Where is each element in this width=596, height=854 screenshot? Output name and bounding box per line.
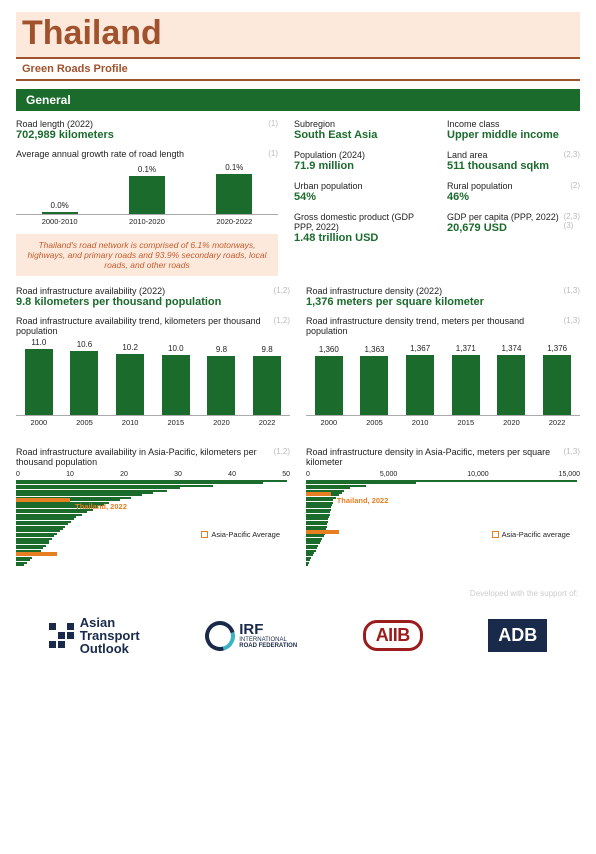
grid-icon: [49, 623, 74, 648]
stat-block: Urban population54%: [294, 181, 427, 203]
irf-logo: IRFINTERNATIONALROAD FEDERATION: [205, 621, 297, 651]
avail-value: 9.8 kilometers per thousand population: [16, 296, 290, 308]
section-general: General: [16, 89, 580, 111]
avail-trend-chart: 11.010.610.210.09.89.8200020052010201520…: [16, 336, 290, 427]
bar: 1,367: [406, 344, 434, 415]
stat-block: SubregionSouth East Asia: [294, 119, 427, 141]
bar: 1,371: [452, 344, 480, 415]
growth-chart: 0.0%0.1%0.1%2000-20102010-20202020-2022: [16, 159, 278, 226]
profile-subtitle: Green Roads Profile: [22, 63, 580, 75]
cite: (1,3): [564, 286, 580, 295]
cite: (1,3): [564, 316, 580, 325]
cite: (1,2): [274, 286, 290, 295]
bar: 10.6: [70, 340, 98, 415]
ap-density-chart: 05,00010,00015,000Thailand, 2022Asia-Pac…: [306, 471, 580, 581]
bar: 1,374: [497, 344, 525, 415]
ato-logo: AsianTransportOutlook: [49, 616, 140, 655]
bar: 0.1%: [129, 165, 165, 214]
avail-trend-label: Road infrastructure availability trend, …: [16, 316, 290, 336]
bar: 0.0%: [42, 201, 78, 214]
aiib-logo: AIIB: [363, 620, 423, 651]
ap-density-label: Road infrastructure density in Asia-Paci…: [306, 447, 580, 467]
density-value: 1,376 meters per square kilometer: [306, 296, 580, 308]
cite: (1): [268, 149, 278, 158]
title-band: Thailand: [16, 12, 580, 59]
support-text: Developed with the support of:: [0, 589, 578, 598]
network-note: Thailand's road network is comprised of …: [16, 234, 278, 276]
bar: 9.8: [253, 345, 281, 415]
content-area: (1) Road length (2022) 702,989 kilometer…: [16, 119, 580, 589]
bar: 11.0: [25, 338, 53, 415]
avail-label: Road infrastructure availability (2022): [16, 286, 290, 296]
divider: [16, 79, 580, 81]
bar: 1,363: [360, 345, 388, 415]
density-trend-chart: 1,3601,3631,3671,3711,3741,3762000200520…: [306, 336, 580, 427]
cite: (1,2): [274, 447, 290, 456]
stat-block: (2)Rural population46%: [447, 181, 580, 203]
bar: 1,360: [315, 345, 343, 415]
ato-text: AsianTransportOutlook: [80, 616, 140, 655]
road-length-label: Road length (2022): [16, 119, 278, 129]
ap-avail-chart: 01020304050Thailand, 2022Asia-Pacific Av…: [16, 471, 290, 581]
ring-icon: [200, 615, 241, 656]
road-length-value: 702,989 kilometers: [16, 129, 278, 141]
density-label: Road infrastructure density (2022): [306, 286, 580, 296]
stat-block: Population (2024)71.9 million: [294, 150, 427, 172]
stat-block: (2,3)Land area511 thousand sqkm: [447, 150, 580, 172]
bar: 10.0: [162, 344, 190, 415]
growth-chart-label: Average annual growth rate of road lengt…: [16, 149, 278, 159]
stat-block: Income classUpper middle income: [447, 119, 580, 141]
bar: 0.1%: [216, 163, 252, 214]
bar: 10.2: [116, 343, 144, 415]
country-title: Thailand: [22, 14, 574, 53]
cite: (1,2): [274, 316, 290, 325]
ap-avail-label: Road infrastructure availability in Asia…: [16, 447, 290, 467]
cite: (1,3): [564, 447, 580, 456]
footer-logos: AsianTransportOutlook IRFINTERNATIONALRO…: [16, 616, 580, 655]
adb-logo: ADB: [488, 619, 547, 652]
bar: 9.8: [207, 345, 235, 415]
cite: (1): [268, 119, 278, 128]
density-trend-label: Road infrastructure density trend, meter…: [306, 316, 580, 336]
stats-grid: SubregionSouth East Asia Income classUppe…: [294, 119, 580, 276]
stat-block: Gross domestic product (GDP PPP, 2022)1.…: [294, 212, 427, 244]
bar: 1,376: [543, 344, 571, 415]
stat-block: (2,3) (3)GDP per capita (PPP, 2022)20,67…: [447, 212, 580, 244]
